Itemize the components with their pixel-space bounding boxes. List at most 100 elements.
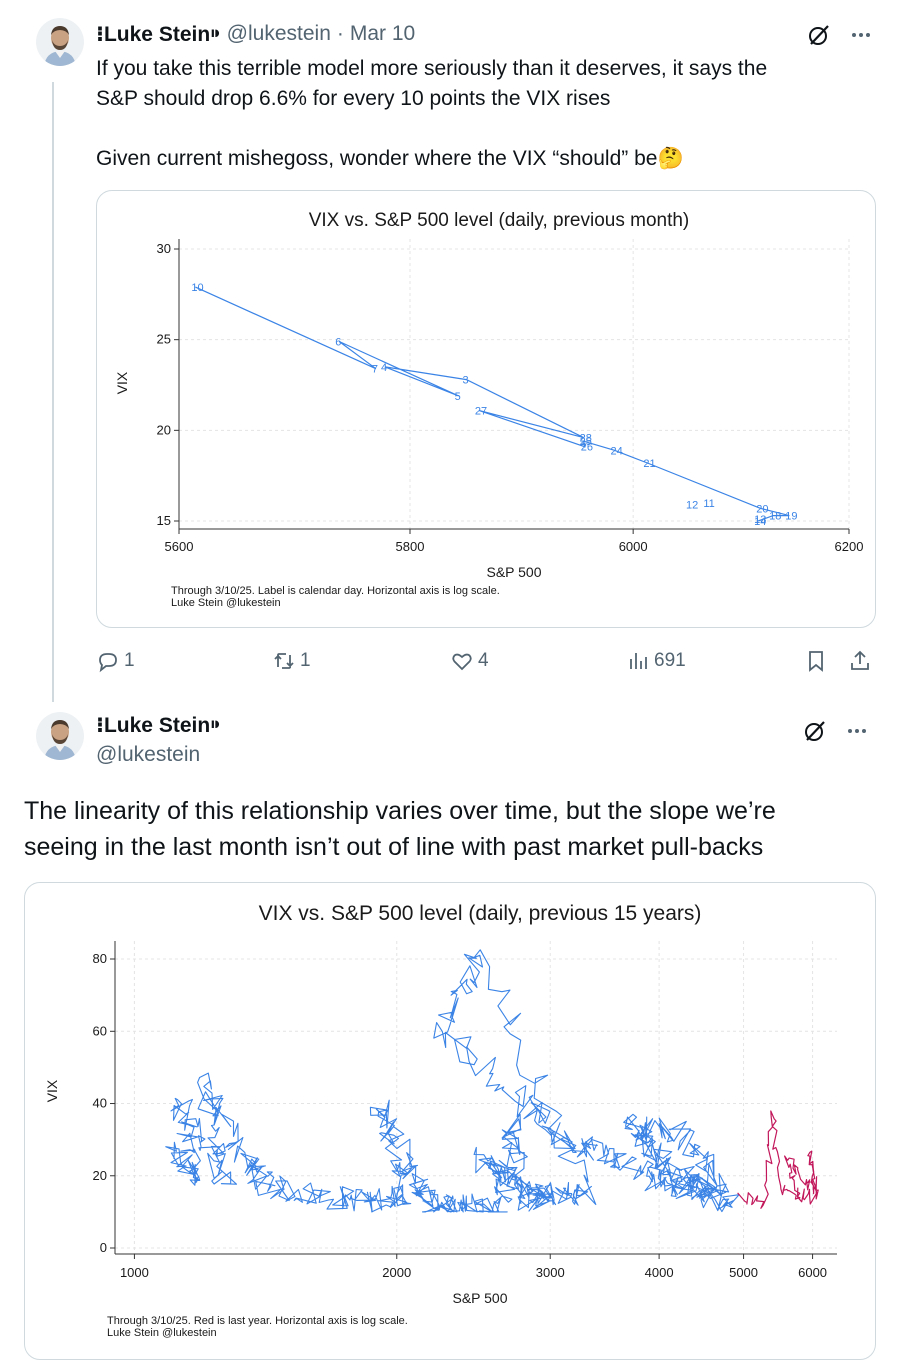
tweet-action-bar: 1 1 4 691: [96, 646, 876, 676]
author-handle[interactable]: @lukestein: [96, 743, 201, 766]
repost-button[interactable]: 1: [272, 646, 311, 676]
like-icon: [452, 653, 472, 671]
bookmark-button[interactable]: [804, 646, 832, 676]
tweet-header-actions: [802, 718, 868, 744]
grok-icon[interactable]: [802, 718, 828, 744]
chart-credit: Luke Stein @lukestein: [171, 597, 281, 609]
x-tick-label: 1000: [120, 1265, 149, 1280]
author-handle[interactable]: @lukestein: [226, 22, 331, 45]
data-label-day: 5: [455, 391, 461, 403]
data-label-day: 11: [703, 498, 714, 510]
views-button[interactable]: 691: [626, 646, 686, 676]
x-tick-label: 6200: [835, 539, 864, 554]
x-axis-label: S&P 500: [486, 564, 541, 580]
data-label-day: 6: [335, 336, 341, 348]
data-label-day: 28: [580, 433, 592, 445]
data-label-day: 14: [754, 516, 766, 528]
chart-note: Through 3/10/25. Red is last year. Horiz…: [107, 1315, 408, 1327]
x-tick-label: 5600: [165, 539, 194, 554]
data-label-day: 12: [686, 500, 698, 512]
separator-dot: ·: [336, 22, 344, 45]
series-line-red: [737, 1110, 819, 1209]
more-icon[interactable]: [846, 720, 868, 742]
grok-icon[interactable]: [806, 22, 832, 48]
thread-connector-line: [52, 82, 54, 702]
x-tick-label: 5000: [729, 1265, 758, 1280]
data-label-day: 7: [372, 364, 378, 376]
data-label-day: 19: [785, 511, 797, 523]
repost-icon: [274, 653, 294, 669]
y-axis-label: VIX: [44, 1079, 60, 1102]
author-name[interactable]: ⁝Luke Stein⁍: [96, 22, 221, 46]
series-line: [195, 286, 790, 522]
more-icon[interactable]: [850, 24, 872, 46]
tweet-text-line: If you take this terrible model more ser…: [96, 57, 768, 80]
chart-axes: 0 20 40 60 80 1000 2000 3000 4000 5000 6000: [93, 941, 837, 1280]
avatar-image: [36, 18, 84, 66]
vix-month-chart: VIX vs. S&P 500 level (daily, previous m…: [114, 210, 864, 609]
chart-grid: [178, 239, 850, 529]
tweet-date[interactable]: Mar 10: [349, 22, 416, 45]
chart-image-card[interactable]: VIX vs. S&P 500 level (daily, previous m…: [96, 190, 876, 628]
avatar-image: [36, 712, 84, 760]
chart-credit: Luke Stein @lukestein: [107, 1327, 217, 1339]
reply-icon: [99, 653, 117, 673]
y-tick-label: 80: [93, 951, 107, 966]
y-tick-label: 40: [93, 1096, 107, 1111]
repost-count: 1: [300, 650, 311, 671]
chart-marks: [165, 949, 819, 1213]
tweet-text: If you take this terrible model more ser…: [96, 54, 866, 174]
y-tick-label: 60: [93, 1023, 107, 1038]
avatar[interactable]: [36, 712, 84, 760]
author-name[interactable]: ⁝Luke Stein⁍: [96, 714, 221, 737]
x-tick-label: 4000: [645, 1265, 674, 1280]
data-label-day: 10: [191, 282, 203, 294]
chart-title: VIX vs. S&P 500 level (daily, previous m…: [309, 210, 690, 231]
x-tick-label: 2000: [382, 1265, 411, 1280]
chart-title: VIX vs. S&P 500 level (daily, previous 1…: [259, 902, 702, 925]
y-tick-label: 20: [93, 1168, 107, 1183]
tweet-text-line: Given current mishegoss, wonder where th…: [96, 144, 866, 174]
thinking-emoji: 🤔: [657, 147, 684, 170]
chart-image-card[interactable]: VIX vs. S&P 500 level (daily, previous 1…: [24, 882, 876, 1360]
data-label-day: 18: [769, 511, 781, 523]
data-label-day: 25: [580, 436, 592, 448]
like-count: 4: [478, 650, 489, 671]
data-label-day: 20: [756, 503, 768, 515]
chart-grid: [115, 941, 837, 1254]
data-label-day: 24: [610, 445, 622, 457]
data-label-day: 27: [475, 405, 487, 417]
y-tick-label: 0: [100, 1240, 107, 1255]
x-tick-label: 5800: [396, 539, 425, 554]
y-tick-label: 25: [157, 332, 171, 347]
tweet-text-line: The linearity of this relationship varie…: [24, 797, 776, 825]
data-label-day: 4: [381, 362, 387, 374]
y-axis-label: VIX: [114, 371, 130, 394]
data-label-day: 26: [581, 442, 593, 454]
avatar[interactable]: [36, 18, 84, 66]
views-count: 691: [654, 650, 686, 671]
tweet-text: The linearity of this relationship varie…: [24, 793, 874, 865]
chart-note: Through 3/10/25. Label is calendar day. …: [171, 585, 500, 597]
like-button[interactable]: 4: [450, 646, 489, 676]
vix-15yr-chart: VIX vs. S&P 500 level (daily, previous 1…: [44, 902, 837, 1339]
y-tick-label: 20: [157, 422, 171, 437]
x-tick-label: 6000: [798, 1265, 827, 1280]
tweet-header-actions: [806, 22, 872, 48]
x-tick-label: 3000: [536, 1265, 565, 1280]
share-button[interactable]: [848, 646, 876, 676]
reply-count: 1: [124, 650, 135, 671]
views-icon: [630, 653, 647, 669]
tweet-header: ⁝Luke Stein⁍ @lukestein · Mar 10: [96, 22, 415, 46]
y-tick-label: 15: [157, 513, 171, 528]
series-line-blue: [165, 949, 740, 1213]
reply-button[interactable]: 1: [96, 646, 135, 676]
chart-axes: 15 20 25 30 5600 5800 6000 6200: [157, 239, 864, 554]
x-tick-label: 6000: [619, 539, 648, 554]
tweet-text-line: seeing in the last month isn’t out of li…: [24, 833, 764, 861]
data-label-day: 13: [754, 514, 766, 526]
x-axis-label: S&P 500: [452, 1290, 507, 1306]
tweet-text-segment: Given current mishegoss, wonder where th…: [96, 147, 658, 170]
bookmark-icon: [809, 651, 823, 672]
